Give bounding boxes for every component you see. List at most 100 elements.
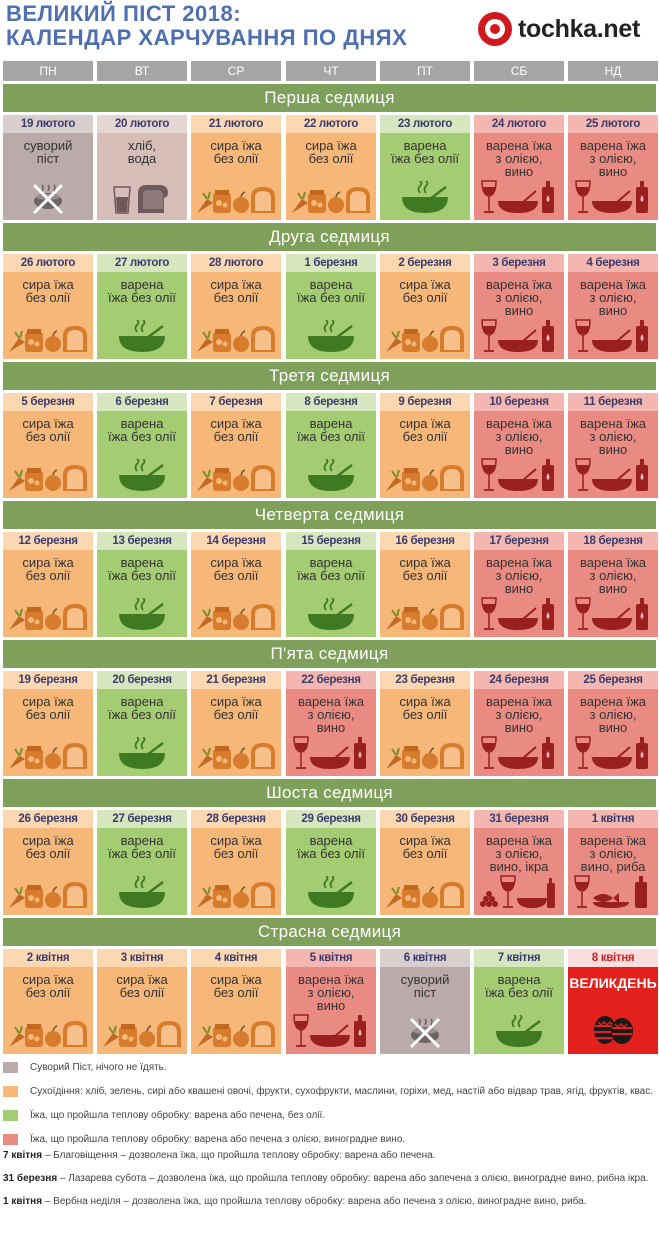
day-cell[interactable]: 4 квітня сира їжа без олії (191, 949, 281, 1054)
day-cell[interactable]: 11 березня варена їжа з олією, вино (568, 393, 658, 498)
day-diet-text: варена їжа з олією, вино (568, 272, 658, 317)
day-body: варена їжа з олією, вино, риба (568, 828, 658, 915)
day-cell[interactable]: 8 квітня ВЕЛИКДЕНЬ (568, 949, 658, 1054)
diet-line: з олією, (589, 846, 637, 861)
day-cell[interactable]: 7 березня сира їжа без олії (191, 393, 281, 498)
day-cell[interactable]: 27 лютого варена їжа без олії (97, 254, 187, 359)
day-cell[interactable]: 24 березня варена їжа з олією, вино (474, 671, 564, 776)
diet-line: з олією, (589, 429, 637, 444)
day-cell[interactable]: 9 березня сира їжа без олії (380, 393, 470, 498)
day-cell[interactable]: 21 лютого сира їжа без олії (191, 115, 281, 220)
diet-line: без олії (25, 707, 71, 722)
day-date: 8 квітня (568, 949, 658, 967)
diet-line: сира їжа (210, 555, 262, 570)
day-cell[interactable]: 18 березня варена їжа з олією, вино (568, 532, 658, 637)
diet-line: без олії (213, 846, 259, 861)
day-cell[interactable]: 30 березня сира їжа без олії (380, 810, 470, 915)
diet-line: ВЕЛИКДЕНЬ (569, 975, 657, 991)
day-cell[interactable]: 23 березня сира їжа без олії (380, 671, 470, 776)
day-diet-text: сира їжа без олії (380, 689, 470, 721)
diet-line: сира їжа (305, 138, 357, 153)
day-cell[interactable]: 6 квітня суворий піст (380, 949, 470, 1054)
diet-line: варена (497, 972, 541, 987)
raw-food-icon (380, 876, 470, 910)
day-diet-text: варена їжа без олії (286, 550, 376, 582)
title-line-2: КАЛЕНДАР ХАРЧУВАННЯ ПО ДНЯХ (6, 25, 408, 50)
tochka-logo-icon (478, 12, 512, 46)
day-cell[interactable]: 28 лютого сира їжа без олії (191, 254, 281, 359)
day-cell[interactable]: 26 лютого сира їжа без олії (3, 254, 93, 359)
diet-line: вино, риба (580, 859, 646, 874)
day-cell[interactable]: 15 березня варена їжа без олії (286, 532, 376, 637)
day-cell[interactable]: 1 квітня варена їжа з олією, вино, риба (568, 810, 658, 915)
day-cell[interactable]: 13 березня варена їжа без олії (97, 532, 187, 637)
day-cell[interactable]: 23 лютого варена їжа без олії (380, 115, 470, 220)
day-cell[interactable]: 21 березня сира їжа без олії (191, 671, 281, 776)
day-cell[interactable]: 7 квітня варена їжа без олії (474, 949, 564, 1054)
day-cell[interactable]: 28 березня сира їжа без олії (191, 810, 281, 915)
diet-line: без олії (213, 707, 259, 722)
day-cell[interactable]: 5 квітня варена їжа з олією, вино (286, 949, 376, 1054)
day-cell[interactable]: 20 березня варена їжа без олії (97, 671, 187, 776)
site-logo[interactable]: tochka.net (478, 12, 640, 46)
day-cell[interactable]: 29 березня варена їжа без олії (286, 810, 376, 915)
day-cell[interactable]: 4 березня варена їжа з олією, вино (568, 254, 658, 359)
day-cell[interactable]: 5 березня сира їжа без олії (3, 393, 93, 498)
day-body: варена їжа з олією, вино (568, 272, 658, 359)
day-diet-text: сира їжа без олії (3, 411, 93, 443)
day-cell[interactable]: 2 березня сира їжа без олії (380, 254, 470, 359)
raw-food-icon (97, 1015, 187, 1049)
day-cell[interactable]: 1 березня варена їжа без олії (286, 254, 376, 359)
day-cell[interactable]: 3 квітня сира їжа без олії (97, 949, 187, 1054)
day-diet-text: сира їжа без олії (3, 828, 93, 860)
day-cell[interactable]: 17 березня варена їжа з олією, вино (474, 532, 564, 637)
diet-line: вино (598, 164, 628, 179)
legend-swatch-strict (3, 1062, 18, 1073)
day-diet-text: варена їжа з олією, вино (474, 550, 564, 595)
day-cell[interactable]: 20 лютого хліб, вода (97, 115, 187, 220)
day-date: 23 лютого (380, 115, 470, 133)
day-cell[interactable]: 22 березня варена їжа з олією, вино (286, 671, 376, 776)
wine-oil-icon (568, 180, 658, 215)
water-bread-icon (97, 181, 187, 215)
day-diet-text: варена їжа без олії (474, 967, 564, 999)
day-cell[interactable]: 25 лютого варена їжа з олією, вино (568, 115, 658, 220)
day-cell[interactable]: 12 березня сира їжа без олії (3, 532, 93, 637)
day-body: варена їжа без олії (286, 550, 376, 637)
day-diet-text: сира їжа без олії (380, 411, 470, 443)
day-cell[interactable]: 8 березня варена їжа без олії (286, 393, 376, 498)
day-diet-text: сира їжа без олії (380, 828, 470, 860)
note-text: – Благовіщення – дозволена їжа, що пройш… (42, 1150, 436, 1161)
diet-line: хліб, (127, 138, 157, 153)
day-cell[interactable]: 10 березня варена їжа з олією, вино (474, 393, 564, 498)
diet-line: сира їжа (116, 972, 168, 987)
day-cell[interactable]: 6 березня варена їжа без олії (97, 393, 187, 498)
diet-line: вино (316, 998, 346, 1013)
day-cell[interactable]: 16 березня сира їжа без олії (380, 532, 470, 637)
day-cell[interactable]: 3 березня варена їжа з олією, вино (474, 254, 564, 359)
diet-line: вино (598, 581, 628, 596)
day-cell[interactable]: 19 лютого суворий піст (3, 115, 93, 220)
diet-line: їжа без олії (297, 290, 365, 305)
diet-line: без олії (213, 985, 259, 1000)
easter-eggs-icon (568, 1012, 658, 1046)
day-cell[interactable]: 25 березня варена їжа з олією, вино (568, 671, 658, 776)
day-date: 17 березня (474, 532, 564, 550)
day-cell[interactable]: 24 лютого варена їжа з олією, вино (474, 115, 564, 220)
day-date: 6 квітня (380, 949, 470, 967)
day-cell[interactable]: 22 лютого сира їжа без олії (286, 115, 376, 220)
day-body: сира їжа без олії (191, 689, 281, 776)
day-cell[interactable]: 14 березня сира їжа без олії (191, 532, 281, 637)
no-food-icon (380, 1015, 470, 1049)
day-cell[interactable]: 2 квітня сира їжа без олії (3, 949, 93, 1054)
day-cell[interactable]: 19 березня сира їжа без олії (3, 671, 93, 776)
week-title-4: Четверта седмиця (3, 501, 656, 529)
day-diet-text: варена їжа з олією, вино (568, 411, 658, 456)
day-diet-text: сира їжа без олії (3, 689, 93, 721)
day-cell[interactable]: 26 березня сира їжа без олії (3, 810, 93, 915)
diet-line: варена їжа (485, 555, 552, 570)
day-cell[interactable]: 31 березня варена їжа з олією, вино, ікра (474, 810, 564, 915)
day-body: варена їжа з олією, вино (568, 689, 658, 776)
day-body: варена їжа з олією, вино (568, 411, 658, 498)
day-cell[interactable]: 27 березня варена їжа без олії (97, 810, 187, 915)
